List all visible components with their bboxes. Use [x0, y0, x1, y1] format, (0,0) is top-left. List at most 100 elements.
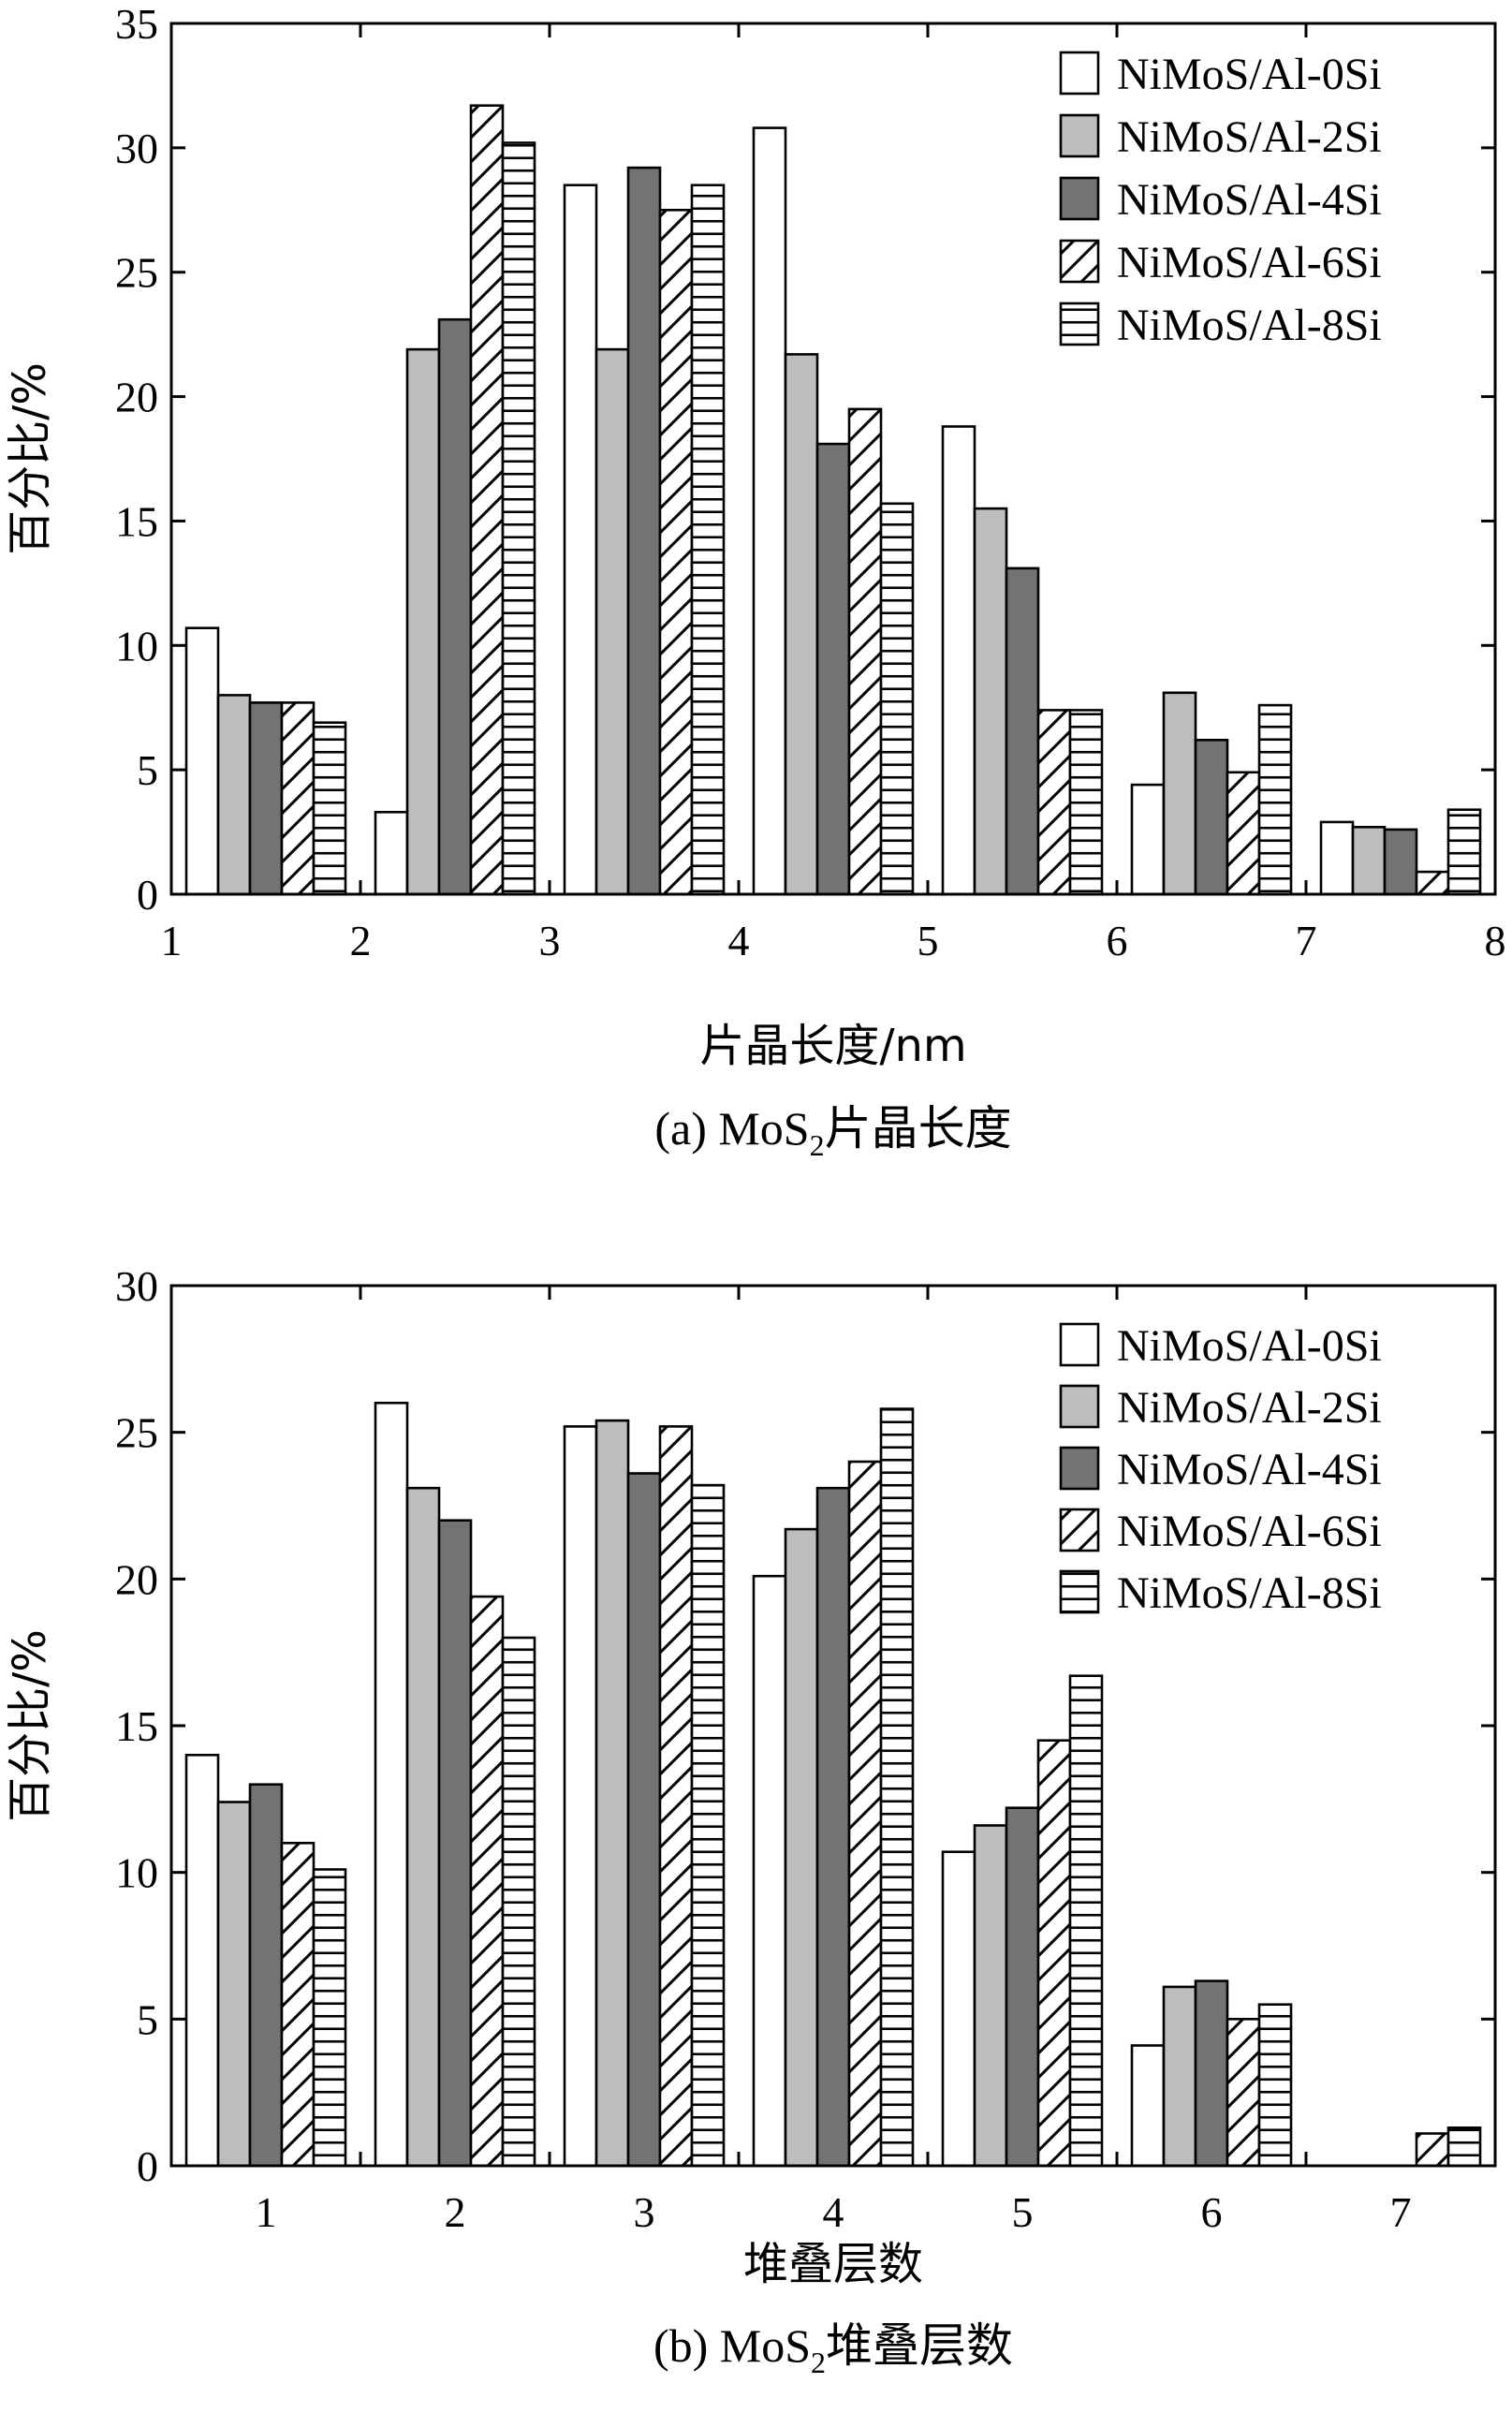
legend-swatch: [1059, 51, 1100, 96]
legend-swatch: [1059, 302, 1100, 346]
caption-subscript: 2: [811, 2346, 826, 2379]
bar: [1162, 691, 1197, 896]
legend: NiMoS/Al-0Si NiMoS/Al-2Si NiMoS/Al-4Si NiMo…: [1059, 50, 1382, 350]
x-axis-title: 堆叠层数: [743, 2238, 923, 2290]
x-tick-label: 7: [1390, 2188, 1412, 2236]
bar: [595, 347, 630, 896]
bar: [1415, 2132, 1450, 2168]
bar: [280, 701, 316, 896]
bar: [973, 1824, 1008, 2168]
bar: [784, 353, 819, 896]
bar: [690, 184, 726, 896]
legend-swatch: [1059, 1508, 1100, 1552]
bar: [1226, 771, 1261, 896]
y-axis-title: 百分比/%: [4, 1629, 56, 1822]
bar: [752, 1574, 787, 2168]
caption-prefix: (b) MoS: [653, 2319, 811, 2372]
chart-b: 0 5 10 15 20 25 30 1 2 3 4 5 6 7 百分比/% 堆叠层数 NiMoS/Al-0Si…: [4, 1262, 1497, 2379]
legend-swatch: [1059, 1446, 1100, 1491]
legend-label: NiMoS/Al-2Si: [1117, 112, 1382, 162]
caption-subscript: 2: [810, 1128, 825, 1162]
x-tick-label: 5: [1012, 2188, 1034, 2236]
bar: [1415, 870, 1450, 896]
bar: [469, 104, 505, 896]
bar: [1257, 703, 1293, 896]
bar: [312, 721, 347, 896]
legend-label: NiMoS/Al-6Si: [1117, 1507, 1382, 1556]
legend-label: NiMoS/Al-8Si: [1117, 301, 1382, 350]
bar: [280, 1842, 316, 2168]
bar: [752, 126, 787, 896]
x-tick-label: 5: [917, 917, 939, 964]
bar: [437, 317, 473, 896]
bar: [312, 1868, 347, 2168]
caption-prefix: (a) MoS: [654, 1102, 809, 1155]
legend-swatch: [1059, 176, 1100, 221]
y-tick-label: 5: [137, 746, 158, 794]
y-tick-label: 20: [115, 374, 158, 421]
x-tick-label: 4: [823, 2188, 844, 2236]
y-tick-label: 30: [115, 1262, 158, 1310]
bar: [563, 184, 598, 896]
bar: [216, 694, 252, 896]
y-axis: 0 5 10 15 20 25 30 35: [115, 0, 1495, 919]
bar: [1130, 783, 1166, 896]
bar: [1383, 828, 1418, 896]
bar: [815, 1486, 851, 2168]
bars: [184, 1402, 1482, 2168]
y-tick-label: 25: [115, 249, 158, 297]
bar: [1005, 1806, 1040, 2168]
x-axis: 1 2 3 4 5 6 7 8: [161, 23, 1506, 964]
y-tick-label: 20: [115, 1555, 158, 1603]
x-tick-label: 3: [539, 917, 561, 964]
x-tick-label: 1: [256, 2188, 277, 2236]
y-axis: 0 5 10 15 20 25 30: [115, 1262, 1495, 2190]
legend-label: NiMoS/Al-0Si: [1117, 50, 1382, 99]
bar: [1351, 825, 1387, 896]
bar: [941, 425, 976, 896]
bar: [184, 1754, 220, 2168]
bar: [847, 407, 883, 896]
bar: [184, 626, 220, 896]
bar: [1068, 1674, 1104, 2168]
bar: [405, 1486, 441, 2168]
bar: [374, 1402, 409, 2168]
bar: [1446, 808, 1482, 896]
chart-a: 0 5 10 15 20 25 30 35 1 2 3 4 5 6 7 8 百分比/% 片晶长度/nm NiMoS/…: [4, 0, 1506, 1162]
y-tick-label: 0: [137, 871, 158, 919]
x-axis: 1 2 3 4 5 6 7: [256, 1286, 1412, 2236]
figure-caption: (a) MoS2片晶长度: [654, 1101, 1011, 1162]
legend-label: NiMoS/Al-0Si: [1117, 1321, 1382, 1371]
bar: [690, 1483, 726, 2168]
bar: [501, 141, 536, 896]
bar: [658, 209, 694, 896]
x-tick-label: 1: [161, 917, 183, 964]
x-tick-label: 6: [1201, 2188, 1223, 2236]
y-tick-label: 30: [115, 125, 158, 172]
bar: [1319, 820, 1355, 896]
bar: [595, 1419, 630, 2168]
legend-swatch: [1059, 239, 1100, 284]
caption-suffix: 堆叠层数: [826, 2318, 1013, 2373]
bar: [784, 1527, 819, 2168]
legend-swatch: [1059, 1322, 1100, 1367]
legend-swatch: [1059, 1569, 1100, 1614]
bar: [1162, 1985, 1197, 2168]
bar: [1194, 1979, 1229, 2168]
y-tick-label: 25: [115, 1409, 158, 1457]
caption-suffix: 片晶长度: [825, 1101, 1012, 1155]
legend-label: NiMoS/Al-4Si: [1117, 175, 1382, 225]
bar: [658, 1425, 694, 2168]
y-tick-label: 15: [115, 1702, 158, 1750]
plot-frame: [169, 22, 1497, 896]
bar: [1036, 1739, 1072, 2168]
legend: NiMoS/Al-0Si NiMoS/Al-2Si NiMoS/Al-4Si NiMo…: [1059, 1321, 1382, 1618]
legend-swatch: [1059, 113, 1100, 158]
y-tick-label: 10: [115, 1849, 158, 1897]
bar: [1036, 709, 1072, 896]
bar: [815, 442, 851, 896]
bar: [248, 701, 284, 896]
x-axis-title: 片晶长度/nm: [699, 1020, 966, 1072]
x-tick-label: 4: [728, 917, 750, 964]
